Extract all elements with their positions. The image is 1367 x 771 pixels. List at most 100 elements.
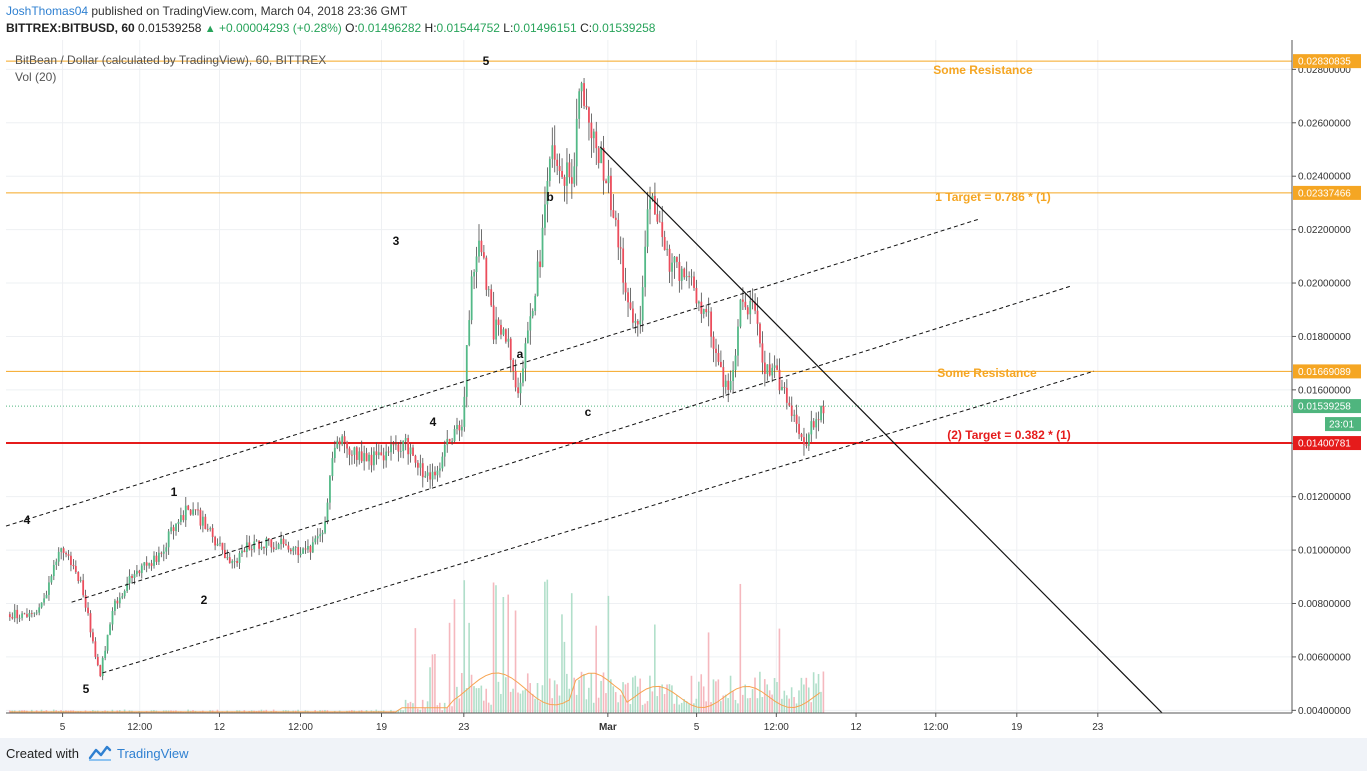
tradingview-brand[interactable]: TradingView: [117, 746, 189, 761]
candle-body: [712, 336, 715, 349]
volume-bar: [524, 689, 527, 713]
wave-label-4a[interactable]: 4: [24, 513, 31, 527]
annotation-some-resistance-mid[interactable]: Some Resistance: [937, 366, 1037, 380]
candle-body: [414, 455, 417, 463]
high-value: 0.01544752: [436, 21, 500, 35]
candle-body: [226, 557, 229, 559]
candle-body: [67, 554, 70, 556]
volume-bar: [260, 709, 263, 713]
volume-bar: [111, 709, 114, 713]
wave-label-4b[interactable]: 4: [430, 415, 437, 429]
volume-bar: [651, 691, 654, 713]
publish-info: JoshThomas04 published on TradingView.co…: [6, 4, 407, 18]
price-axis[interactable]: 0.02800000 0.02600000 0.02400000 0.02200000…: [1291, 40, 1367, 738]
x-tick-label: 12: [214, 722, 226, 733]
candle-body: [331, 458, 334, 477]
volume-bar: [612, 686, 615, 713]
author-link[interactable]: JoshThomas04: [6, 4, 89, 18]
candle-body: [446, 438, 449, 445]
candle-body: [768, 364, 771, 376]
candle-body: [729, 380, 732, 390]
candle-body: [338, 440, 341, 445]
candle-body: [162, 551, 165, 554]
volume-bar: [632, 677, 634, 713]
candle-body: [478, 240, 480, 257]
tradingview-logo-icon[interactable]: [88, 744, 112, 762]
volume-bar: [676, 695, 678, 713]
candle-body: [438, 468, 441, 471]
candle-body: [201, 516, 204, 526]
current-price-badge-text: 0.01539258: [1298, 402, 1351, 413]
price-chart[interactable]: BitBean / Dollar (calculated by TradingV…: [0, 40, 1367, 738]
candle-body: [737, 326, 739, 356]
candle-body: [480, 240, 483, 253]
volume-bar: [646, 701, 649, 713]
candle-body: [717, 353, 720, 362]
candle-body: [65, 552, 67, 555]
wave-label-a[interactable]: a: [517, 347, 524, 361]
time-axis[interactable]: 5 12:00 12 12:00 19 23 Mar 5 12:00 12 12:00 19 23: [6, 712, 1292, 733]
candle-body: [766, 364, 769, 374]
candle-body: [214, 536, 217, 546]
candle-body: [490, 289, 493, 306]
candle-body: [170, 527, 173, 532]
x-tick-label: 12:00: [764, 722, 789, 733]
wave-label-5b[interactable]: 5: [483, 54, 490, 68]
candle-body: [33, 612, 36, 614]
candle-body: [561, 170, 563, 178]
open-value: 0.01496282: [357, 21, 422, 35]
volume-bar: [441, 710, 444, 713]
candle-body: [783, 386, 786, 388]
candle-body: [96, 656, 99, 666]
candle-body: [153, 555, 155, 566]
level-price-badge-text: 0.02337466: [1298, 188, 1351, 199]
candle-body: [426, 472, 429, 476]
candle-body: [507, 338, 510, 342]
volume-bar: [773, 677, 776, 713]
volume-bar: [795, 703, 798, 713]
candle-body: [16, 609, 19, 619]
volume-bar: [456, 686, 458, 713]
volume-bar: [602, 672, 605, 713]
candle-body: [570, 177, 573, 184]
candle-body: [580, 83, 583, 92]
wave-label-b[interactable]: b: [546, 190, 553, 204]
wave-label-2[interactable]: 2: [201, 593, 208, 607]
candle-body: [671, 262, 673, 272]
candle-body: [118, 597, 121, 604]
candle-body: [294, 547, 297, 548]
candle-body: [265, 538, 268, 549]
volume-bar: [668, 684, 671, 713]
chart-area[interactable]: BitBean / Dollar (calculated by TradingV…: [0, 40, 1367, 738]
candle-body: [35, 612, 38, 614]
volume-bar: [187, 709, 189, 713]
y-tick-label: 0.02400000: [1298, 172, 1351, 183]
volume-bar: [448, 622, 451, 713]
wave-label-3[interactable]: 3: [393, 234, 400, 248]
level-price-badge: [1293, 364, 1361, 379]
wave-label-1[interactable]: 1: [171, 485, 178, 499]
countdown-badge: [1325, 417, 1361, 432]
annotation-target-2[interactable]: (2) Target = 0.382 * (1): [947, 428, 1071, 442]
wave-label-c[interactable]: c: [585, 405, 592, 419]
volume-bar: [580, 671, 583, 713]
annotation-some-resistance-top[interactable]: Some Resistance: [933, 63, 1033, 77]
candle-body: [263, 546, 265, 549]
candle-body: [678, 261, 681, 281]
price-axis-bg: [1292, 40, 1367, 738]
volume-bar: [419, 709, 422, 713]
volume-bar: [822, 671, 825, 713]
level-price-badge-text: 0.01669089: [1298, 367, 1351, 378]
candle-body: [236, 560, 238, 563]
annotation-target-1[interactable]: 1 Target = 0.786 * (1): [935, 190, 1051, 204]
volume-bar: [592, 702, 595, 713]
candle-body: [409, 447, 412, 455]
volume-bar: [671, 685, 673, 713]
wave-label-5a[interactable]: 5: [83, 682, 90, 696]
volume-bar: [788, 698, 791, 713]
volume-bar: [707, 632, 710, 713]
candle-body: [99, 665, 102, 677]
candle-body: [524, 343, 527, 369]
y-tick-label: 0.02000000: [1298, 279, 1351, 290]
candle-body: [358, 451, 361, 460]
